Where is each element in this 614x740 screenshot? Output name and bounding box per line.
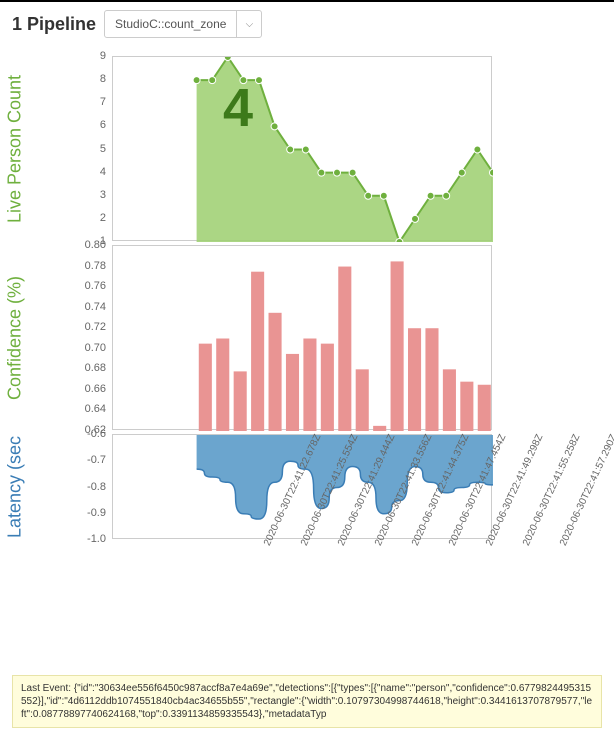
confidence-yaxis: 0.620.640.660.680.700.720.740.760.780.80 (70, 245, 110, 430)
person-count-chart: Live Person Count 123456789 4 (70, 56, 594, 241)
ytick: 0.76 (85, 280, 106, 292)
ytick: 7 (100, 96, 106, 108)
page-title: 1 Pipeline (12, 14, 96, 35)
ytick: 0.66 (85, 383, 106, 395)
latency-yaxis: -1.0-0.9-0.8-0.7-0.6 (70, 434, 110, 539)
ytick: 0.78 (85, 260, 106, 272)
person-count-big-number: 4 (223, 77, 253, 139)
ytick: -1.0 (87, 533, 106, 545)
last-event-body: {"id":"30634ee556f6450c987accf8a7e4a69e"… (21, 683, 592, 720)
ytick: -0.7 (87, 454, 106, 466)
last-event-panel: Last Event: {"id":"30634ee556f6450c987ac… (12, 675, 602, 728)
confidence-ylabel: Confidence (%) (5, 275, 26, 399)
charts-container: Live Person Count 123456789 4 Confidence… (0, 46, 614, 663)
ytick: 6 (100, 119, 106, 131)
confidence-plot (112, 245, 492, 430)
x-axis-labels: 2020-06-30T22:41:22.678Z2020-06-30T22:41… (182, 543, 594, 663)
ytick: -0.8 (87, 481, 106, 493)
person-count-plot: 4 (112, 56, 492, 241)
last-event-prefix: Last Event: (21, 683, 74, 694)
ytick: -0.9 (87, 507, 106, 519)
ytick: 0.68 (85, 362, 106, 374)
ytick: 0.64 (85, 403, 106, 415)
ytick: 9 (100, 50, 106, 62)
person-count-ylabel: Live Person Count (5, 74, 26, 222)
latency-ylabel: Latency (sec (5, 435, 26, 537)
person-count-yaxis: 123456789 (70, 56, 110, 241)
ytick: 4 (100, 166, 106, 178)
ytick: -0.6 (87, 428, 106, 440)
ytick: 5 (100, 143, 106, 155)
header-bar: 1 Pipeline StudioC::count_zone ⌵ (0, 0, 614, 46)
ytick: 0.74 (85, 301, 106, 313)
ytick: 0.70 (85, 342, 106, 354)
ytick: 8 (100, 73, 106, 85)
ytick: 3 (100, 189, 106, 201)
ytick: 2 (100, 212, 106, 224)
pipeline-dropdown[interactable]: StudioC::count_zone ⌵ (104, 10, 262, 38)
dropdown-selected: StudioC::count_zone (105, 10, 237, 38)
ytick: 0.72 (85, 321, 106, 333)
ytick: 0.80 (85, 239, 106, 251)
chevron-down-icon: ⌵ (237, 19, 261, 30)
confidence-chart: Confidence (%) 0.620.640.660.680.700.720… (70, 245, 594, 430)
